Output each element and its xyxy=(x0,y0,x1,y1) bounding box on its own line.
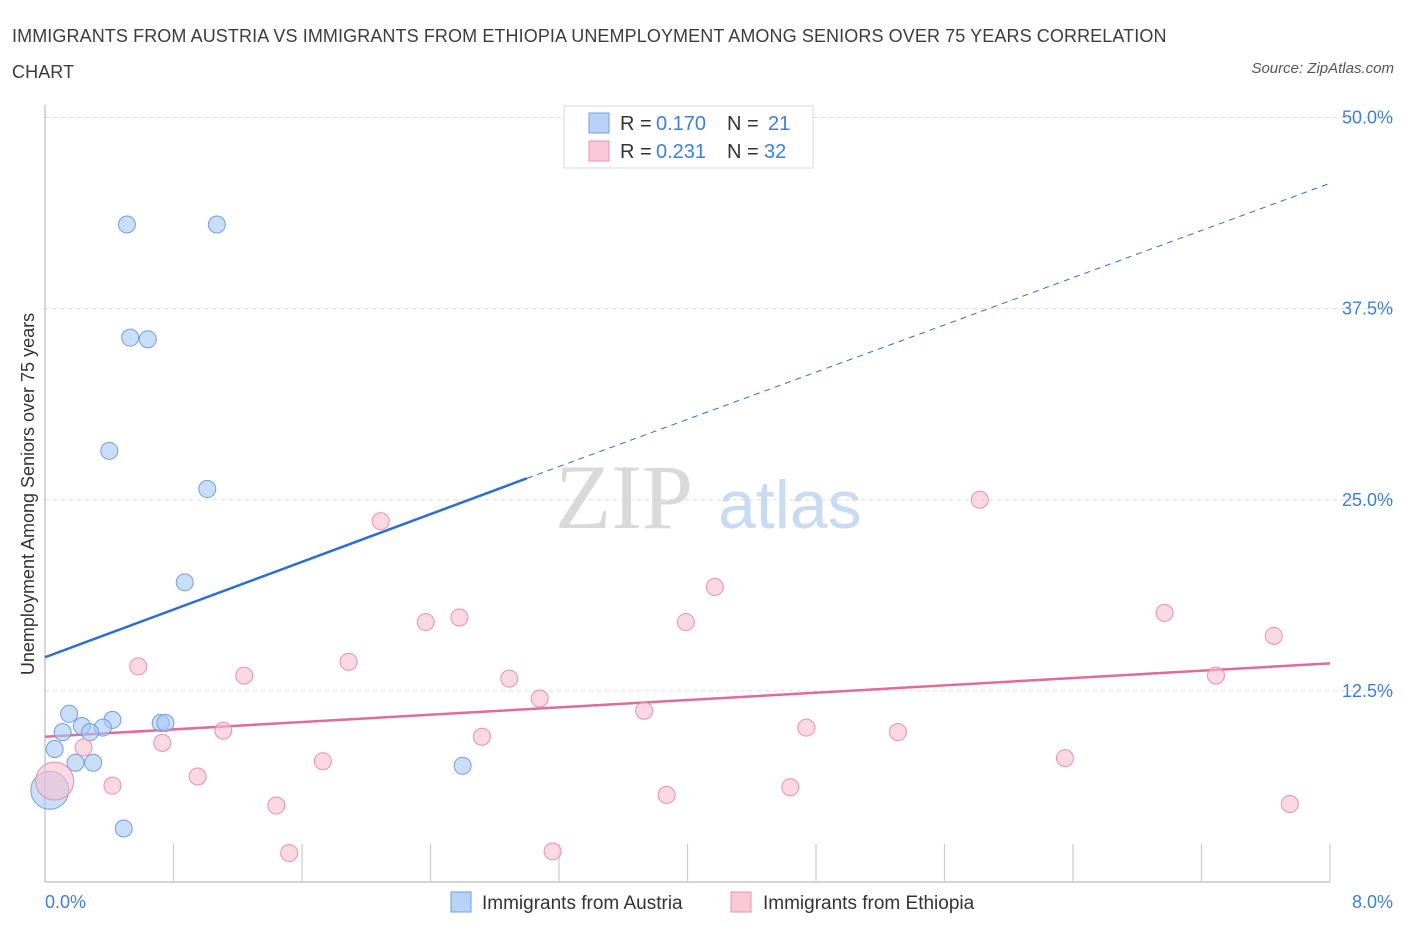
point-0-16 xyxy=(66,753,85,772)
point-1-16 xyxy=(797,718,816,737)
watermark: ZIP atlas xyxy=(555,446,862,548)
point-0-2 xyxy=(121,328,140,347)
data-points xyxy=(30,215,1299,862)
point-1-11 xyxy=(500,669,519,688)
trend-line-1 xyxy=(44,662,1331,738)
legend-swatch-austria xyxy=(588,112,610,134)
trend-lines xyxy=(44,182,1331,738)
point-1-10 xyxy=(235,666,254,685)
point-1-24 xyxy=(103,776,122,795)
point-1-28 xyxy=(1280,795,1299,814)
point-1-7 xyxy=(1264,626,1283,645)
point-1-5 xyxy=(416,613,435,632)
point-1-27 xyxy=(267,796,286,815)
y-tick-label-1: 25.0% xyxy=(1342,490,1393,510)
point-1-9 xyxy=(339,652,358,671)
point-0-1 xyxy=(207,215,226,234)
trend-line-0 xyxy=(44,477,528,659)
point-1-23 xyxy=(188,767,207,786)
y-tick-label-0: 12.5% xyxy=(1342,681,1393,701)
point-0-14 xyxy=(53,723,72,742)
legend-r-value-1: 0.170 xyxy=(656,113,706,135)
correlation-legend: R = 0.170 N = 21 R = 0.231 N = 32 xyxy=(563,105,814,169)
point-1-31 xyxy=(35,761,75,801)
y-axis-label: Unemployment Among Seniors over 75 years xyxy=(18,313,38,675)
bottom-legend-label-austria: Immigrants from Austria xyxy=(482,893,683,914)
point-1-14 xyxy=(635,701,654,720)
point-1-29 xyxy=(280,843,299,862)
chart-title: IMMIGRANTS FROM AUSTRIA VS IMMIGRANTS FR… xyxy=(12,26,1167,82)
point-0-13 xyxy=(80,723,99,742)
bottom-legend-label-ethiopia: Immigrants from Ethiopia xyxy=(763,893,975,914)
legend-r-value-2: 0.231 xyxy=(656,141,706,163)
point-1-18 xyxy=(472,727,491,746)
point-1-21 xyxy=(313,752,332,771)
point-0-7 xyxy=(60,704,79,723)
point-1-12 xyxy=(1206,666,1225,685)
point-1-22 xyxy=(1055,749,1074,768)
x-tick-label-max: 8.0% xyxy=(1352,892,1393,912)
point-0-15 xyxy=(45,739,64,758)
point-0-6 xyxy=(175,573,194,592)
trend-line-dashed-0 xyxy=(526,182,1331,479)
point-0-17 xyxy=(84,753,103,772)
point-1-3 xyxy=(1155,603,1174,622)
legend-swatch-ethiopia xyxy=(588,140,610,162)
point-0-3 xyxy=(138,330,157,349)
point-1-17 xyxy=(888,723,907,742)
point-1-25 xyxy=(781,778,800,797)
series-legend: Immigrants from Austria Immigrants from … xyxy=(450,891,975,914)
point-0-18 xyxy=(453,756,472,775)
grid-lines xyxy=(45,117,1395,692)
point-1-8 xyxy=(129,657,148,676)
x-tick-label-min: 0.0% xyxy=(45,892,86,912)
bottom-legend-swatch-ethiopia xyxy=(730,891,752,913)
point-1-30 xyxy=(543,842,562,861)
watermark-atlas: atlas xyxy=(718,467,862,543)
watermark-zip: ZIP xyxy=(555,446,693,548)
point-1-19 xyxy=(153,733,172,752)
tick-labels: 12.5% 25.0% 37.5% 50.0% 0.0% 8.0% xyxy=(45,108,1393,913)
legend-n-label-1: N = xyxy=(727,113,759,135)
y-tick-label-3: 50.0% xyxy=(1342,108,1393,128)
y-tick-label-2: 37.5% xyxy=(1342,299,1393,319)
point-1-6 xyxy=(676,613,695,632)
point-1-20 xyxy=(74,738,93,757)
bottom-legend-swatch-austria xyxy=(450,891,472,913)
chart-source: Source: ZipAtlas.com xyxy=(1251,60,1394,77)
axes xyxy=(44,105,1331,883)
point-1-26 xyxy=(657,785,676,804)
point-0-5 xyxy=(198,480,217,499)
point-0-0 xyxy=(117,215,136,234)
point-1-1 xyxy=(371,512,390,531)
point-1-2 xyxy=(705,577,724,596)
point-1-4 xyxy=(450,608,469,627)
legend-n-value-2: 32 xyxy=(764,141,786,163)
point-1-0 xyxy=(970,490,989,509)
point-0-12 xyxy=(156,713,175,732)
legend-r-label-1: R = xyxy=(620,113,652,135)
legend-r-label-2: R = xyxy=(620,141,652,163)
point-0-4 xyxy=(100,441,119,460)
legend-n-label-2: N = xyxy=(727,141,759,163)
point-1-13 xyxy=(530,689,549,708)
point-0-19 xyxy=(114,819,133,838)
legend-n-value-1: 21 xyxy=(768,113,790,135)
point-1-15 xyxy=(214,721,233,740)
